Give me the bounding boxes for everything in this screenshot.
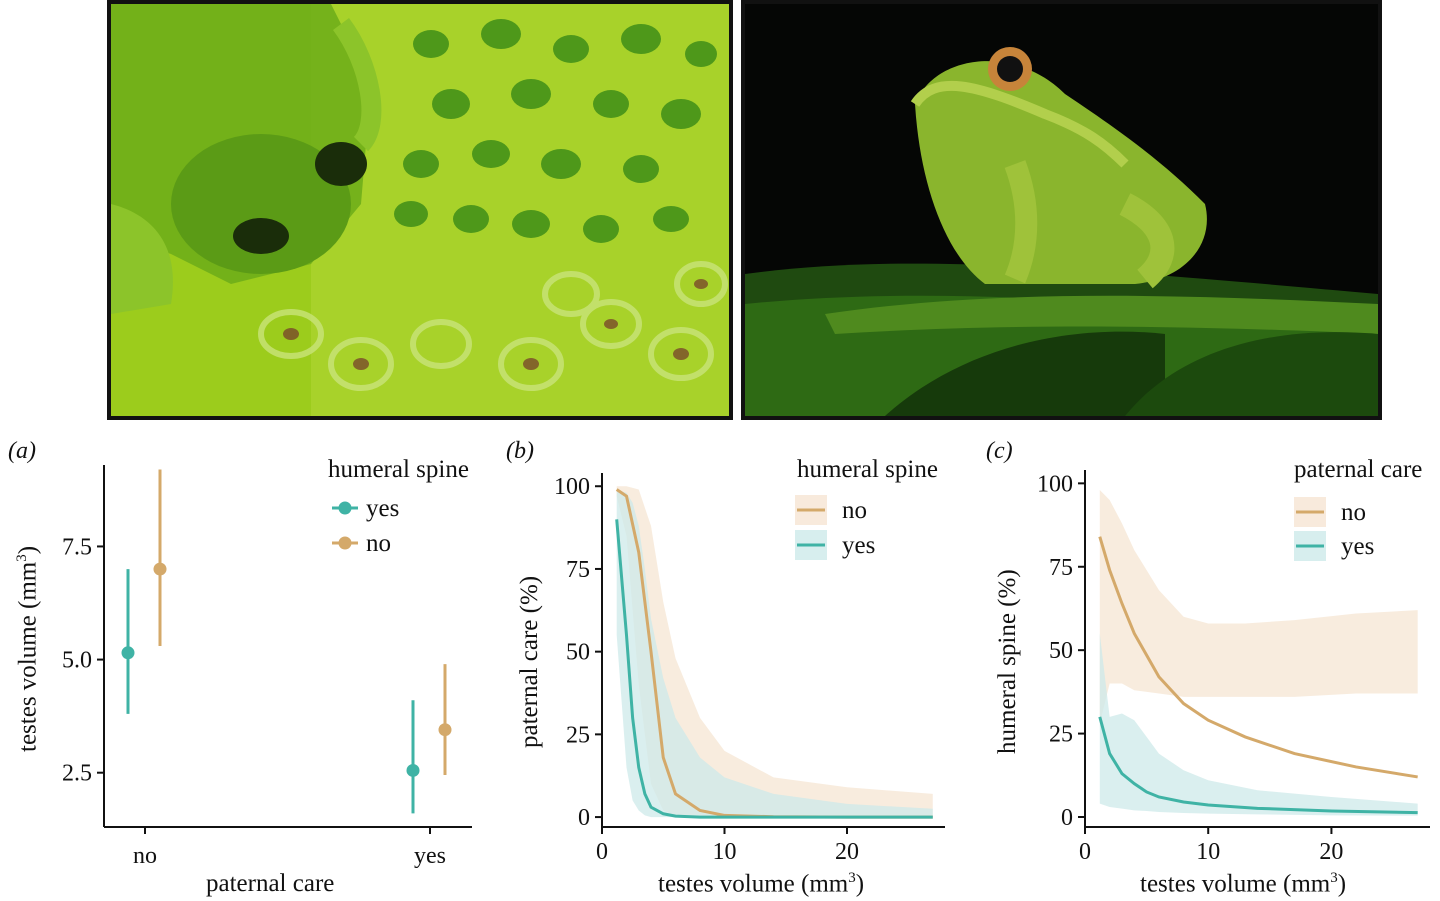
chart-b-ytick-label-4: 100 (554, 474, 590, 500)
chart-a-point-no-1 (438, 723, 452, 737)
panel-label-c: (c) (986, 438, 1013, 464)
chart-b-ribbon-yes (616, 489, 933, 818)
chart-b-legend-label-yes: yes (842, 532, 875, 559)
chart-c-ytick-label-2: 50 (1049, 638, 1073, 664)
chart-c-xtick-label-1: 10 (1196, 839, 1220, 865)
panel-label-b: (b) (506, 438, 534, 464)
chart-a-xtick-label-1: yes (414, 843, 446, 869)
chart-c-ytick-label-1: 25 (1049, 722, 1073, 748)
chart-c-legend-label-yes: yes (1341, 533, 1374, 560)
chart-a-ytick-label-2: 7.5 (62, 534, 92, 560)
chart-b-legend-label-no: no (842, 497, 867, 524)
chart-b-xlabel: testes volume (mm3) (658, 870, 865, 898)
chart-b-plot: 0 25 50 75 100 0 10 20 no yes (554, 473, 945, 865)
chart-c-legend-title: paternal care (1294, 456, 1423, 483)
chart-c-ytick-label-0: 0 (1061, 805, 1073, 831)
chart-b-ytick-label-0: 0 (578, 805, 590, 831)
chart-c-ribbon-yes (1099, 633, 1418, 816)
chart-a-legend-title: humeral spine (328, 456, 469, 483)
chart-b-ribbon-no (616, 486, 933, 818)
chart-a-ytick-label-1: 5.0 (62, 648, 92, 674)
chart-c-ytick-label-3: 75 (1049, 555, 1073, 581)
chart-a-ytick-label-0: 2.5 (62, 761, 92, 787)
chart-b-line-yes (615, 519, 933, 819)
chart-c-legend-label-no: no (1341, 499, 1366, 526)
chart-c-xtick-label-0: 0 (1079, 839, 1091, 865)
chart-a-xlabel: paternal care (206, 870, 335, 897)
chart-a-point-no-0 (153, 562, 167, 576)
glass-frog-on-leaf-photo (741, 0, 1382, 420)
chart-b-ytick-label-2: 50 (566, 640, 590, 666)
chart-b-xtick-label-0: 0 (596, 839, 608, 865)
chart-c-xtick-label-2: 20 (1319, 839, 1343, 865)
chart-c-ytick-label-4: 100 (1037, 471, 1073, 497)
chart-c-plot: 0 25 50 75 100 0 10 20 no yes (1037, 470, 1430, 865)
chart-a-legend-key-dot-no (338, 536, 352, 550)
chart-c-line-yes (1098, 716, 1418, 815)
chart-a-legend-label-yes: yes (366, 495, 399, 522)
chart-b-ytick-label-3: 75 (566, 557, 590, 583)
chart-b-xtick-label-1: 10 (713, 839, 737, 865)
chart-c-line-no (1098, 536, 1418, 779)
chart-b-ytick-label-1: 25 (566, 722, 590, 748)
chart-a-xtick-label-0: no (133, 843, 157, 869)
panel-label-a: (a) (8, 438, 36, 464)
chart-c-ylabel: humeral spine (%) (994, 569, 1021, 754)
chart-a-legend-key-dot-yes (338, 501, 352, 515)
chart-a-point-yes-1 (406, 763, 420, 777)
chart-a-legend-label-no: no (366, 530, 391, 557)
glass-frog-with-eggs-photo (107, 0, 733, 420)
chart-b-ylabel: paternal care (%) (516, 575, 543, 748)
chart-a-point-yes-0 (121, 646, 135, 660)
chart-a-plot: 2.5 5.0 7.5 no yes yes no (62, 465, 472, 869)
chart-b-legend-title: humeral spine (797, 456, 938, 483)
chart-a-ylabel: testes volume (mm3) (14, 545, 42, 752)
chart-b-xtick-label-2: 20 (835, 839, 859, 865)
chart-c-xlabel: testes volume (mm3) (1140, 870, 1347, 898)
chart-c-ribbon-no (1099, 490, 1418, 724)
